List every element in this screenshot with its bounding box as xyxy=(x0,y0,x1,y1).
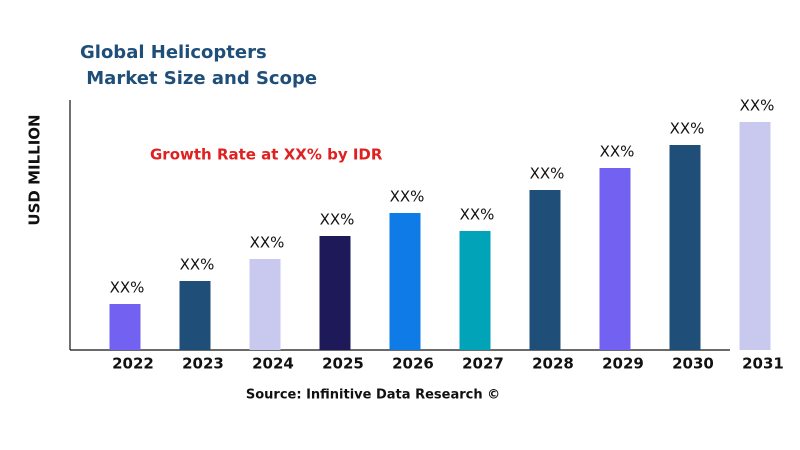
bar xyxy=(599,168,631,350)
data-label: XX% xyxy=(320,211,355,229)
x-tick-label: 2029 xyxy=(602,355,644,373)
data-label: XX% xyxy=(740,97,775,115)
x-tick-label: 2031 xyxy=(742,355,784,373)
bar xyxy=(389,213,421,350)
bar xyxy=(529,190,561,350)
bar xyxy=(249,259,281,350)
data-label: XX% xyxy=(600,143,635,161)
x-tick-label: 2025 xyxy=(322,355,364,373)
data-label: XX% xyxy=(390,188,425,206)
data-label: XX% xyxy=(530,165,565,183)
data-label: XX% xyxy=(250,234,285,252)
source: Source: Infinitive Data Research © xyxy=(246,388,500,403)
x-tick-label: 2022 xyxy=(112,355,154,373)
chart-title: Global Helicopters xyxy=(80,42,267,63)
data-label: XX% xyxy=(670,120,705,138)
data-label: XX% xyxy=(110,279,145,297)
bar xyxy=(179,281,211,350)
x-tick-label: 2024 xyxy=(252,355,294,373)
chart-title: Market Size and Scope xyxy=(80,68,317,89)
bar xyxy=(319,236,351,350)
x-tick-label: 2023 xyxy=(182,355,224,373)
data-label: XX% xyxy=(460,206,495,224)
y-axis-label: USD MILLION xyxy=(26,114,44,225)
bar xyxy=(739,122,771,350)
bar xyxy=(669,145,701,350)
x-tick-label: 2030 xyxy=(672,355,714,373)
x-tick-label: 2027 xyxy=(462,355,504,373)
bar xyxy=(109,304,141,350)
data-label: XX% xyxy=(180,256,215,274)
bar xyxy=(459,231,491,350)
x-tick-label: 2028 xyxy=(532,355,574,373)
annotation: Growth Rate at XX% by IDR xyxy=(150,146,383,164)
x-tick-label: 2026 xyxy=(392,355,434,373)
